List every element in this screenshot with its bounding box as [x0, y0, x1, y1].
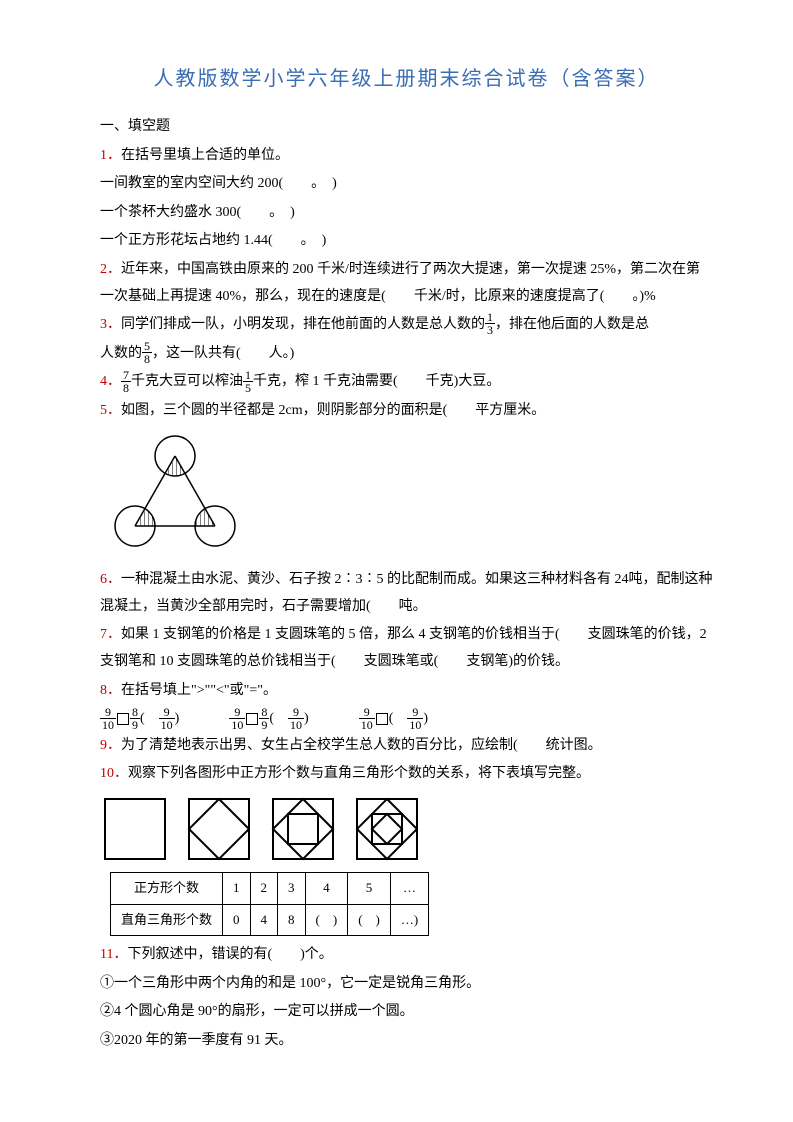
comparison-row: 91089( 910) 91089( 910) 910( 910): [100, 706, 713, 733]
qnum-2: 2．: [100, 262, 121, 277]
cell: …): [390, 904, 428, 936]
q1-line2: 一个茶杯大约盛水 300( 。 ): [100, 200, 713, 227]
qnum-3: 3．: [100, 317, 121, 332]
q7-text: 如果 1 支钢笔的价格是 1 支圆珠笔的 5 倍，那么 4 支钢笔的价钱相当于(…: [100, 627, 707, 669]
row1-label: 正方形个数: [111, 872, 223, 904]
pattern-1: [100, 794, 170, 864]
pattern-4: [352, 794, 422, 864]
question-2: 2．近年来，中国高铁由原来的 200 千米/时连续进行了两次大提速，第一次提速 …: [100, 257, 713, 310]
qnum-11: 11．: [100, 947, 127, 962]
comp-1: 91089( 910): [100, 706, 179, 733]
q6-text: 一种混凝土由水泥、黄沙、石子按 2∶3∶5 的比配制而成。如果这三种材料各有 2…: [100, 572, 713, 614]
pattern-3: [268, 794, 338, 864]
question-10: 10．观察下列各图形中正方形个数与直角三角形个数的关系，将下表填写完整。: [100, 761, 713, 788]
cell: 4: [250, 904, 278, 936]
cell: 2: [250, 872, 278, 904]
qnum-6: 6．: [100, 572, 121, 587]
question-4: 4．78千克大豆可以榨油15千克，榨 1 千克油需要( 千克)大豆。: [100, 369, 713, 396]
question-7: 7．如果 1 支钢笔的价格是 1 支圆珠笔的 5 倍，那么 4 支钢笔的价钱相当…: [100, 622, 713, 675]
comp-2: 91089( 910): [229, 706, 308, 733]
frac-1-5: 15: [243, 369, 253, 394]
pattern-2: [184, 794, 254, 864]
table-row: 直角三角形个数 0 4 8 ( ) ( ) …): [111, 904, 429, 936]
cell: 1: [223, 872, 251, 904]
q3-part3: 人数的: [100, 346, 142, 361]
square-patterns: [100, 794, 713, 864]
cell: 5: [348, 872, 391, 904]
qnum-5: 5．: [100, 403, 121, 418]
table-row: 正方形个数 1 2 3 4 5 …: [111, 872, 429, 904]
question-5: 5．如图，三个圆的半径都是 2cm，则阴影部分的面积是( 平方厘米。: [100, 398, 713, 425]
frac-5-8: 58: [142, 340, 152, 365]
q3-line2: 人数的58，这一队共有( 人。): [100, 341, 713, 368]
qnum-1: 1．: [100, 148, 121, 163]
cell: 3: [278, 872, 306, 904]
q4-part1: 千克大豆可以榨油: [131, 374, 243, 389]
question-11: 11．下列叙述中，错误的有( )个。: [100, 942, 713, 969]
q1-line3: 一个正方形花坛占地约 1.44( 。 ): [100, 228, 713, 255]
q11-item1: ①一个三角形中两个内角的和是 100°，它一定是锐角三角形。: [100, 971, 713, 998]
frac-1-3: 13: [485, 311, 495, 336]
question-9: 9．为了清楚地表示出男、女生占全校学生总人数的百分比，应绘制( 统计图。: [100, 733, 713, 760]
qnum-9: 9．: [100, 738, 121, 753]
cell: …: [390, 872, 428, 904]
q9-text: 为了清楚地表示出男、女生占全校学生总人数的百分比，应绘制( 统计图。: [121, 738, 602, 753]
q5-text: 如图，三个圆的半径都是 2cm，则阴影部分的面积是( 平方厘米。: [121, 403, 545, 418]
qnum-7: 7．: [100, 627, 121, 642]
q1-text: 在括号里填上合适的单位。: [121, 148, 289, 163]
q3-part2: ，排在他后面的人数是总: [495, 317, 649, 332]
question-1: 1．在括号里填上合适的单位。: [100, 143, 713, 170]
section-header: 一、填空题: [100, 114, 713, 141]
q3-part1: 同学们排成一队，小明发现，排在他前面的人数是总人数的: [121, 317, 485, 332]
three-circles-diagram: [100, 431, 713, 562]
cell: 0: [223, 904, 251, 936]
q8-text: 在括号填上">""<"或"="。: [121, 683, 277, 698]
q11-item3: ③2020 年的第一季度有 91 天。: [100, 1028, 713, 1055]
question-3: 3．同学们排成一队，小明发现，排在他前面的人数是总人数的13，排在他后面的人数是…: [100, 312, 713, 339]
q11-text: 下列叙述中，错误的有( )个。: [127, 947, 332, 962]
q10-text: 观察下列各图形中正方形个数与直角三角形个数的关系，将下表填写完整。: [128, 766, 590, 781]
qnum-10: 10．: [100, 766, 128, 781]
page-title: 人教版数学小学六年级上册期末综合试卷（含答案）: [100, 60, 713, 98]
q2-text: 近年来，中国高铁由原来的 200 千米/时连续进行了两次大提速，第一次提速 25…: [100, 262, 700, 304]
cell: ( ): [348, 904, 391, 936]
squares-table: 正方形个数 1 2 3 4 5 … 直角三角形个数 0 4 8 ( ) ( ) …: [110, 872, 429, 936]
qnum-4: 4．: [100, 374, 121, 389]
q3-part4: ，这一队共有( 人。): [152, 346, 294, 361]
cell: 4: [305, 872, 348, 904]
comp-3: 910( 910): [359, 706, 428, 733]
frac-7-8: 78: [121, 369, 131, 394]
q4-part2: 千克，榨 1 千克油需要( 千克)大豆。: [253, 374, 500, 389]
cell: 8: [278, 904, 306, 936]
q11-item2: ②4 个圆心角是 90°的扇形，一定可以拼成一个圆。: [100, 999, 713, 1026]
qnum-8: 8．: [100, 683, 121, 698]
row2-label: 直角三角形个数: [111, 904, 223, 936]
cell: ( ): [305, 904, 348, 936]
question-6: 6．一种混凝土由水泥、黄沙、石子按 2∶3∶5 的比配制而成。如果这三种材料各有…: [100, 567, 713, 620]
q1-line1: 一间教室的室内空间大约 200( 。 ): [100, 171, 713, 198]
question-8: 8．在括号填上">""<"或"="。: [100, 678, 713, 705]
